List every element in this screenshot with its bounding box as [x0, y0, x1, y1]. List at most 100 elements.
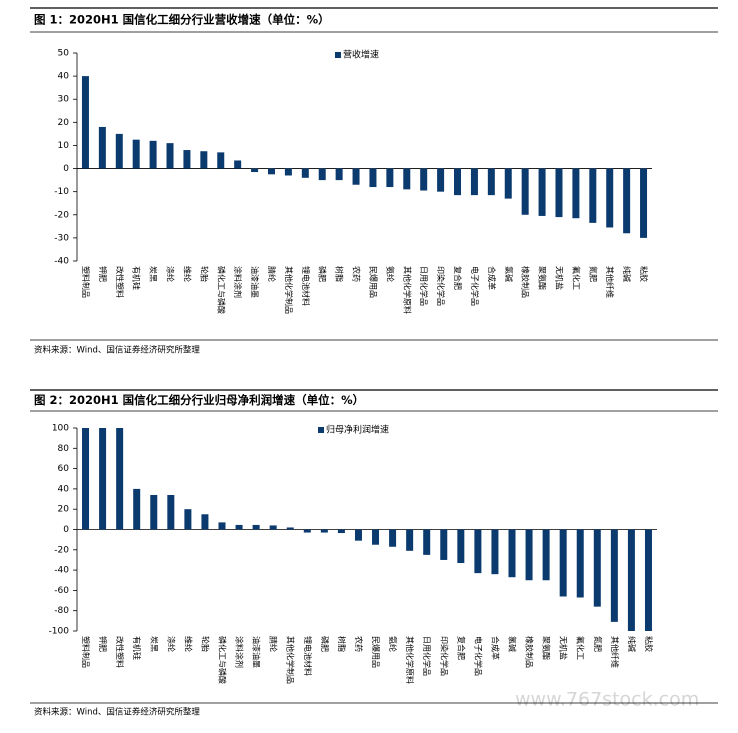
bar — [457, 529, 465, 563]
x-tick-label: 钾肥 — [98, 636, 107, 652]
x-tick-label: 油漆油墨 — [252, 636, 262, 668]
legend-label: 归母净利润增速 — [326, 424, 389, 436]
bar — [644, 529, 652, 631]
x-tick-label: 氮肥 — [588, 266, 598, 282]
bar — [98, 126, 106, 169]
x-tick-label: 合成革 — [490, 636, 500, 660]
bar — [252, 524, 260, 530]
x-tick-label: 涤纶 — [166, 266, 176, 282]
y-tick-label: -20 — [54, 210, 69, 220]
y-tick-label: -30 — [54, 233, 69, 243]
bar — [491, 529, 499, 575]
y-tick-label: -40 — [54, 257, 69, 267]
bar — [133, 488, 141, 530]
x-tick-label: 维纶 — [183, 636, 193, 652]
x-tick-label: 炭黑 — [149, 266, 158, 282]
bar — [403, 168, 411, 190]
bar — [335, 168, 343, 181]
bar — [420, 168, 428, 191]
y-tick-label: -10 — [54, 187, 69, 197]
y-tick-label: 40 — [58, 484, 70, 494]
bar — [504, 168, 512, 199]
bar — [508, 529, 516, 578]
bar — [149, 140, 157, 169]
x-tick-label: 油漆油墨 — [250, 266, 260, 298]
y-tick-label: 60 — [58, 464, 70, 474]
bar — [150, 494, 158, 530]
bar — [454, 168, 462, 196]
bar — [184, 509, 192, 530]
bar — [640, 168, 648, 238]
y-tick-label: -100 — [49, 627, 70, 637]
bar — [320, 529, 328, 533]
bar — [269, 525, 277, 530]
x-tick-label: 农药 — [354, 636, 364, 652]
y-tick-label: 20 — [58, 505, 70, 515]
x-tick-label: 粘胶 — [644, 636, 654, 652]
bar — [217, 152, 225, 169]
x-tick-label: 复合肥 — [453, 266, 463, 290]
x-tick-label: 涂料涂剂 — [235, 636, 245, 668]
bar — [572, 168, 580, 219]
y-tick-label: -80 — [54, 606, 69, 616]
bar — [267, 168, 275, 175]
x-tick-label: 维纶 — [182, 266, 192, 282]
x-tick-label: 腈纶 — [269, 636, 279, 652]
bar — [389, 529, 397, 547]
y-tick-label: -60 — [54, 586, 69, 596]
source: 资料来源：Wind、国信证券经济研究所整理 — [34, 345, 200, 356]
x-tick-label: 氨纶 — [388, 636, 398, 652]
y-tick-label: 20 — [58, 118, 70, 128]
bar — [251, 168, 259, 173]
x-tick-label: 电子化学品 — [473, 636, 483, 676]
y-tick-label: 100 — [52, 424, 69, 434]
x-tick-label: 无机盐 — [559, 636, 569, 660]
bar — [623, 168, 631, 234]
x-tick-label: 日用化学品 — [419, 266, 429, 306]
y-tick-label: 50 — [58, 49, 70, 59]
x-tick-label: 钾肥 — [98, 266, 107, 282]
bar — [218, 522, 226, 530]
source: 资料来源：Wind、国信证券经济研究所整理 — [34, 707, 200, 718]
bar — [542, 529, 550, 581]
bar — [593, 529, 601, 607]
x-tick-label: 其他化学制品 — [286, 636, 296, 684]
bar — [234, 160, 242, 169]
x-tick-label: 橡胶制品 — [521, 266, 531, 298]
bar — [406, 529, 414, 551]
x-tick-label: 塑料制品 — [81, 636, 91, 668]
bar — [576, 529, 584, 598]
bar — [470, 168, 478, 196]
x-tick-label: 橡胶制品 — [525, 636, 535, 668]
x-tick-label: 有机硅 — [132, 266, 142, 290]
chart-title: 图 1：2020H1 国信化工细分行业营收增速（单位：%） — [34, 13, 330, 27]
x-tick-label: 聚氨酯 — [538, 266, 548, 290]
bar — [386, 168, 394, 188]
bar — [81, 76, 89, 169]
x-tick-label: 磷肥 — [320, 636, 330, 652]
x-tick-label: 日用化学品 — [422, 636, 432, 676]
x-tick-label: 锂电池材料 — [303, 636, 313, 676]
bar — [200, 151, 208, 169]
x-tick-label: 腈纶 — [267, 266, 277, 282]
bar — [303, 529, 311, 533]
x-tick-label: 涤纶 — [166, 636, 176, 652]
bar — [82, 428, 90, 530]
bar — [235, 524, 243, 530]
bar — [116, 428, 124, 530]
bar — [369, 168, 377, 188]
bar — [474, 529, 482, 574]
bar — [610, 529, 618, 622]
x-tick-label: 民爆用品 — [368, 266, 378, 298]
bar — [166, 143, 174, 169]
x-tick-label: 农药 — [352, 266, 362, 282]
x-tick-label: 树脂 — [335, 266, 345, 282]
bar — [437, 168, 445, 192]
x-tick-label: 合成革 — [487, 266, 497, 290]
x-tick-label: 无机盐 — [554, 266, 564, 290]
x-tick-label: 其他纤维 — [610, 636, 620, 668]
x-tick-label: 氮肥 — [593, 636, 603, 652]
bar — [559, 529, 567, 597]
x-tick-label: 轮胎 — [200, 636, 210, 652]
